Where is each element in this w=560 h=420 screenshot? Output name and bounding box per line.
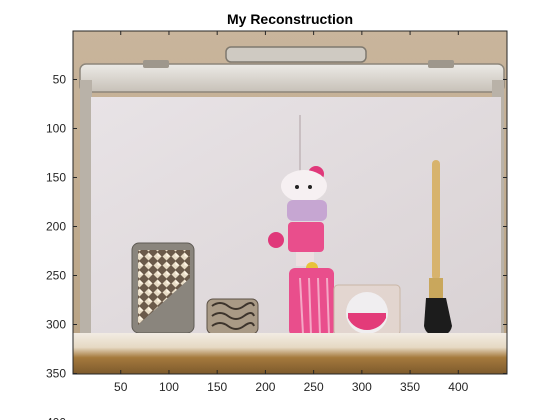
- briefcase-latch-left: [143, 60, 169, 68]
- pink-ball-stripe: [348, 313, 386, 331]
- kitty-head: [281, 170, 327, 202]
- briefcase-frame: [79, 63, 505, 93]
- brush-handle: [432, 160, 440, 280]
- kitty-eye-left: [295, 185, 299, 189]
- x-tick-label-1: 100: [159, 380, 179, 394]
- x-tick-label-3: 200: [255, 380, 275, 394]
- x-tick-label-4: 250: [304, 380, 324, 394]
- pink-tower-box: [288, 222, 324, 252]
- y-tick-label-7: 400: [46, 416, 66, 420]
- y-tick-label-5: 300: [46, 318, 66, 332]
- y-tick-label-1: 100: [46, 122, 66, 136]
- image-area: [73, 31, 507, 374]
- pink-side-blob: [268, 232, 284, 248]
- ticks: 50 100 150 200 250 300 350 400 50 100 150 200 250 300…: [46, 31, 507, 420]
- y-tick-label-4: 250: [46, 269, 66, 283]
- x-tick-label-0: 50: [114, 380, 128, 394]
- briefcase-latch-right: [428, 60, 454, 68]
- x-tick-label-5: 300: [352, 380, 372, 394]
- x-tick-label-7: 400: [448, 380, 468, 394]
- briefcase-side-left: [80, 80, 92, 350]
- y-tick-label-3: 200: [46, 220, 66, 234]
- brush-bristles: [424, 298, 452, 336]
- y-tick-label-2: 150: [46, 171, 66, 185]
- tassel-stripes: [299, 277, 330, 335]
- brush-ferrule: [429, 278, 443, 298]
- chart-title: My Reconstruction: [227, 11, 353, 27]
- y-tick-label-0: 50: [53, 73, 67, 87]
- x-tick-label-6: 350: [400, 380, 420, 394]
- purse-pattern: [211, 302, 255, 330]
- kitty-body: [287, 200, 327, 221]
- y-tick-label-6: 350: [46, 367, 66, 381]
- shelf: [73, 333, 507, 374]
- x-tick-label-2: 150: [207, 380, 227, 394]
- briefcase-handle: [225, 46, 367, 63]
- tower-stand: [296, 252, 314, 266]
- axes-box: [72, 30, 508, 375]
- kitty-eye-right: [308, 185, 312, 189]
- phone-case-studs: [138, 250, 190, 325]
